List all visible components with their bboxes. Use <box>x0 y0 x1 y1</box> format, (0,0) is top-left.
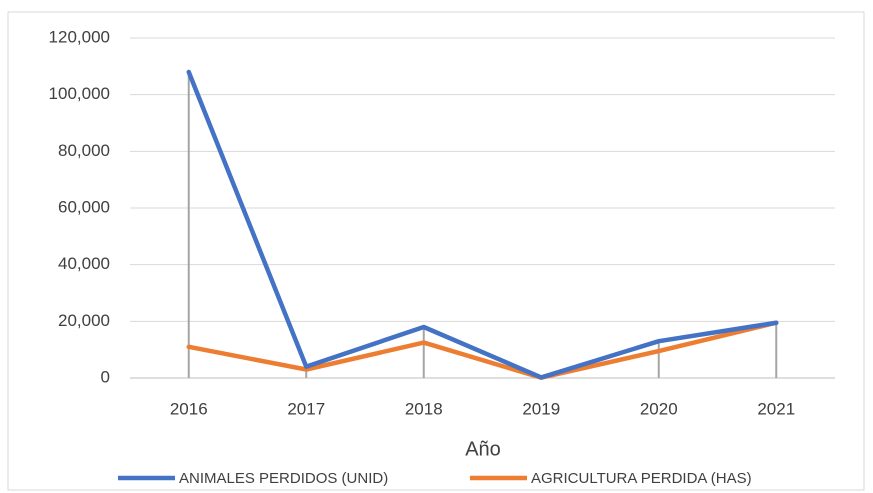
x-tick-label: 2018 <box>405 399 443 418</box>
y-tick-label: 20,000 <box>58 311 110 330</box>
series-line <box>186 69 779 380</box>
y-tick-label: 100,000 <box>49 84 110 103</box>
x-tick-label: 2017 <box>287 399 325 418</box>
x-tick-label: 2019 <box>522 399 560 418</box>
series-line <box>186 320 779 380</box>
y-tick-label: 80,000 <box>58 141 110 160</box>
x-tick-label: 2021 <box>757 399 795 418</box>
y-tick-label: 60,000 <box>58 197 110 216</box>
legend-text: AGRICULTURA PERDIDA (HAS) <box>531 470 752 487</box>
y-tick-label: 120,000 <box>49 27 110 46</box>
y-tick-label: 0 <box>101 367 110 386</box>
x-tick-label: 2016 <box>170 399 208 418</box>
x-axis-label: Año <box>465 438 501 460</box>
x-tick-label: 2020 <box>640 399 678 418</box>
y-tick-label: 40,000 <box>58 254 110 273</box>
legend-text: ANIMALES PERDIDOS (UNID) <box>179 470 388 487</box>
chart-frame <box>7 11 865 491</box>
